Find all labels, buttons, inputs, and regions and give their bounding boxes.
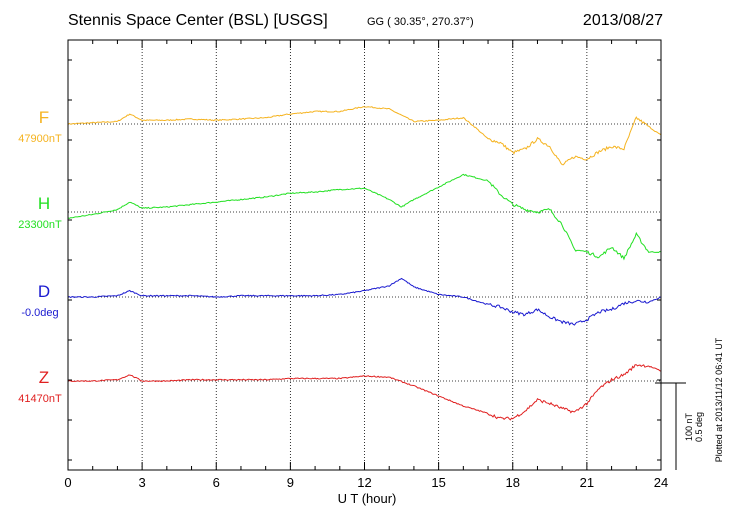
series-line-z xyxy=(67,364,662,421)
chart-date: 2013/08/27 xyxy=(582,12,663,29)
plot-frame xyxy=(67,39,662,471)
x-tick-label: 0 xyxy=(64,475,71,490)
x-tick-label: 3 xyxy=(139,475,146,490)
series-label-group: F 47900nT H 23300nT D -0.0deg Z 41470nT xyxy=(18,108,62,405)
x-axis-title: U T (hour) xyxy=(338,491,397,506)
x-tick-label: 6 xyxy=(213,475,220,490)
x-tick-label: 9 xyxy=(287,475,294,490)
series-label-h: H xyxy=(38,194,50,213)
grid xyxy=(68,40,661,470)
series-layer xyxy=(67,106,662,421)
x-tick-label: 24 xyxy=(654,475,668,490)
scale-bar-deg-label: 0.5 deg xyxy=(694,412,704,442)
series-baseline-h: 23300nT xyxy=(18,219,62,231)
series-baseline-z: 41470nT xyxy=(18,393,62,405)
x-tick-label: 18 xyxy=(506,475,520,490)
series-line-d xyxy=(67,277,662,326)
scale-bar-nt-label: 100 nT xyxy=(684,412,694,441)
station-coordinates: GG ( 30.35°, 270.37°) xyxy=(367,16,474,28)
series-label-d: D xyxy=(38,282,50,301)
series-line-h xyxy=(67,173,662,261)
chart-title: Stennis Space Center (BSL) [USGS] xyxy=(68,12,328,29)
footer-note: Plotted at 2013/11/12 06:41 UT xyxy=(714,337,724,462)
series-line-f xyxy=(67,106,662,166)
x-axis: 0 3 6 9 12 15 18 21 24 xyxy=(64,40,668,490)
series-label-f: F xyxy=(39,108,49,127)
x-tick-label: 21 xyxy=(580,475,594,490)
x-tick-label: 15 xyxy=(431,475,445,490)
series-label-z: Z xyxy=(39,368,49,387)
series-baseline-f: 47900nT xyxy=(18,133,62,145)
series-baseline-d: -0.0deg xyxy=(21,307,58,319)
x-tick-label: 12 xyxy=(357,475,371,490)
scale-bar: 100 nT 0.5 deg xyxy=(655,382,704,470)
